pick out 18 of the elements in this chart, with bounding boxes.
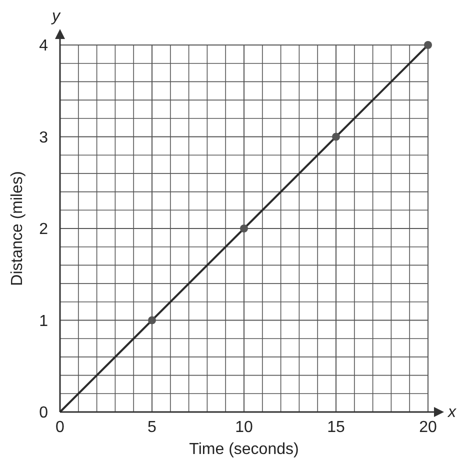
y-tick-label: 0 <box>39 404 48 422</box>
x-axis-title: Time (seconds) <box>189 441 299 458</box>
x-tick-label: 20 <box>419 419 437 436</box>
text: x <box>447 404 457 421</box>
point <box>148 316 156 324</box>
y-tick-label: 4 <box>39 38 48 55</box>
x-tick-label: 0 <box>56 419 65 436</box>
x-tick-label: 10 <box>235 419 253 436</box>
x-tick-label: 15 <box>327 419 345 436</box>
point <box>424 41 432 49</box>
y-tick-label: 1 <box>39 312 48 330</box>
y-tick-label: 3 <box>39 129 48 146</box>
x-tick-label: 5 <box>148 419 157 436</box>
y-axis-title: Distance (miles) <box>9 171 26 286</box>
point <box>240 224 248 232</box>
y-tick-label: 2 <box>39 221 48 238</box>
point <box>332 132 340 141</box>
text: y <box>51 8 61 25</box>
